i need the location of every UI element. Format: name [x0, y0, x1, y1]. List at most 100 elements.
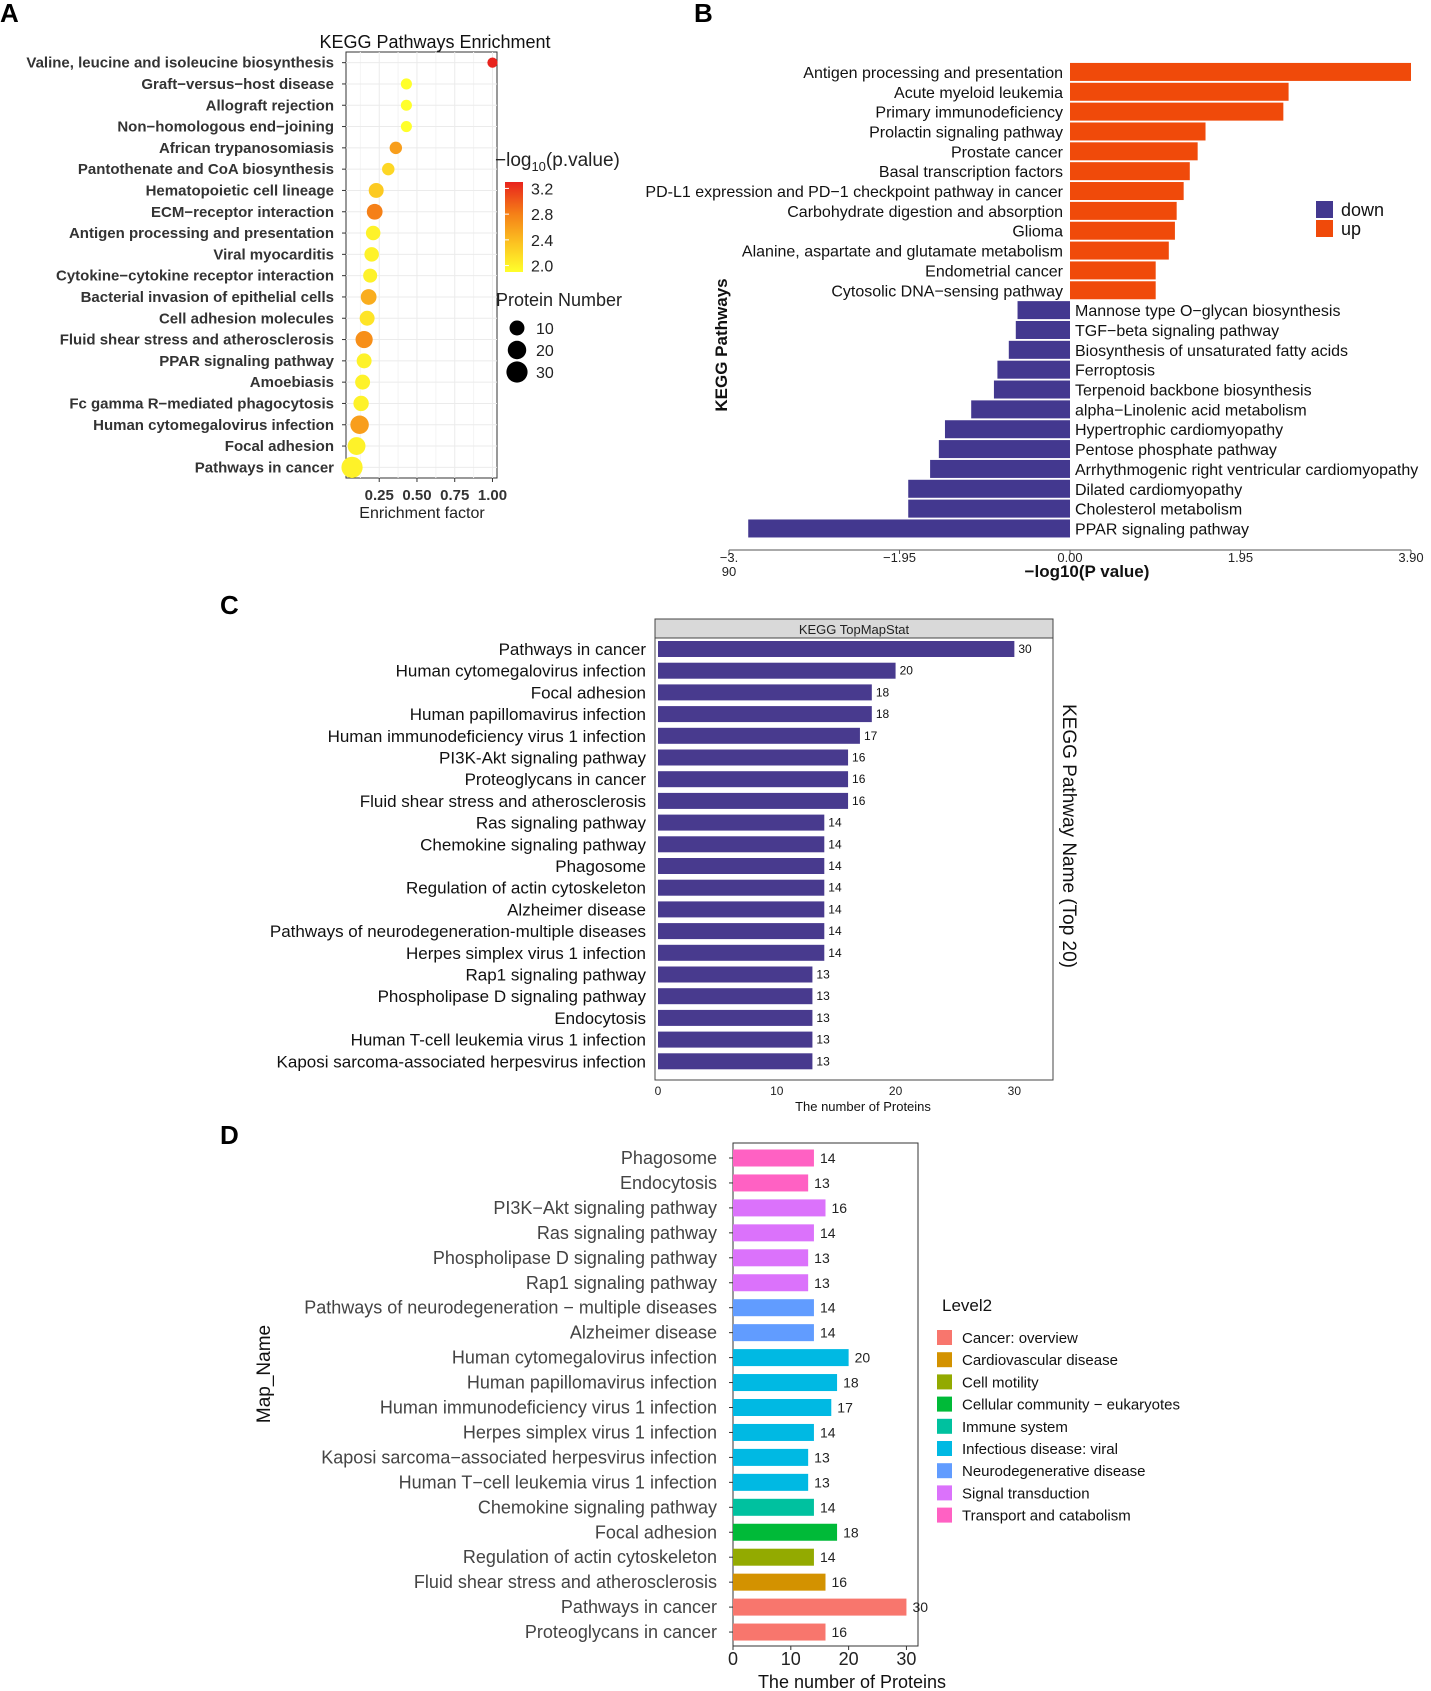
bar-up — [1070, 162, 1190, 181]
y-tick-label: Antigen processing and presentation — [69, 225, 334, 242]
bar-down — [748, 519, 1070, 538]
category-label: Human T−cell leukemia virus 1 infection — [399, 1472, 717, 1492]
bar-label: Ferroptosis — [1075, 363, 1155, 380]
bar-up — [1070, 281, 1156, 300]
value-label: 16 — [852, 794, 866, 808]
legend-swatch — [937, 1352, 952, 1368]
y-axis-label: KEGG Pathway Name (Top 20) — [1058, 704, 1079, 968]
legend-label: Cellular community − eukaryotes — [962, 1397, 1180, 1414]
bar-down — [1017, 301, 1070, 320]
bar-down — [997, 360, 1070, 379]
category-label: Proteoglycans in cancer — [525, 1622, 717, 1642]
bar-label: alpha−Linolenic acid metabolism — [1075, 402, 1307, 419]
bar-up — [1070, 182, 1184, 201]
legend-swatch — [937, 1418, 952, 1434]
size-legend-circle — [507, 340, 527, 360]
panel-label-b: B — [694, 0, 713, 28]
category-label: Endocytosis — [620, 1173, 717, 1193]
value-label: 30 — [1018, 642, 1032, 656]
category-label: Pathways of neurodegeneration − multiple… — [304, 1298, 717, 1318]
value-label: 14 — [820, 1300, 836, 1316]
bar — [658, 814, 825, 831]
panel-label-d: D — [220, 1120, 239, 1150]
bar — [658, 944, 825, 961]
bar-label: PD-L1 expression and PD−1 checkpoint pat… — [645, 184, 1063, 201]
value-label: 13 — [816, 1033, 830, 1047]
legend-title-sub: 10 — [531, 159, 545, 174]
value-label: 18 — [843, 1375, 859, 1391]
value-label: 14 — [820, 1549, 836, 1565]
bar — [733, 1523, 838, 1541]
x-axis-label: −log10(P value) — [1025, 562, 1150, 581]
value-label: 13 — [814, 1275, 830, 1291]
data-point — [400, 99, 412, 111]
value-label: 14 — [828, 816, 842, 830]
bar — [733, 1274, 809, 1292]
bar-down — [993, 380, 1070, 399]
data-point — [487, 57, 498, 68]
x-tick-label: 0 — [728, 1649, 738, 1669]
category-label: Human T-cell leukemia virus 1 infection — [351, 1031, 646, 1050]
size-legend-circle — [509, 320, 525, 336]
value-label: 14 — [820, 1325, 836, 1341]
bar — [658, 836, 825, 853]
x-axis-label: The number of Proteins — [795, 1099, 931, 1114]
legend-swatch — [937, 1485, 952, 1501]
y-tick-label: Focal adhesion — [225, 438, 334, 455]
x-tick-label: 90 — [722, 564, 736, 579]
value-label: 13 — [814, 1250, 830, 1266]
bar-label: Biosynthesis of unsaturated fatty acids — [1075, 343, 1348, 360]
category-label: Regulation of actin cytoskeleton — [406, 879, 646, 898]
x-tick-label: −3. — [720, 550, 738, 565]
y-tick-label: Amoebiasis — [250, 374, 334, 391]
color-legend-label: 3.2 — [531, 181, 553, 198]
legend-label: down — [1341, 200, 1384, 220]
color-legend-label: 2.0 — [531, 259, 553, 276]
data-point — [389, 141, 403, 155]
bar — [733, 1623, 826, 1641]
y-tick-label: Viral myocarditis — [213, 246, 334, 263]
data-point — [400, 78, 412, 90]
legend-swatch — [937, 1463, 952, 1479]
category-label: Human immunodeficiency virus 1 infection — [380, 1398, 717, 1418]
value-label: 20 — [855, 1350, 871, 1366]
bar-up — [1070, 62, 1411, 81]
category-label: Alzheimer disease — [507, 900, 646, 919]
category-label: Herpes simplex virus 1 infection — [463, 1422, 717, 1442]
bar-label: Prolactin signaling pathway — [869, 124, 1063, 141]
x-tick-label: 3.90 — [1398, 550, 1423, 565]
category-label: Phagosome — [621, 1148, 717, 1168]
x-tick-label: 1.00 — [478, 487, 507, 504]
category-label: Human cytomegalovirus infection — [452, 1348, 717, 1368]
data-point — [382, 162, 395, 176]
data-point — [400, 121, 412, 133]
bar — [658, 792, 849, 809]
bar — [733, 1473, 809, 1491]
value-label: 14 — [820, 1424, 836, 1440]
bar — [658, 988, 813, 1005]
bar — [658, 662, 896, 679]
bar-down — [908, 479, 1070, 498]
value-label: 14 — [820, 1150, 836, 1166]
legend-swatch — [937, 1374, 952, 1390]
bar-label: Carbohydrate digestion and absorption — [787, 204, 1063, 221]
y-tick-label: Allograft rejection — [206, 97, 334, 114]
bar-up — [1070, 241, 1169, 260]
color-legend-title: −log10(p.value) — [495, 150, 620, 174]
bar-up — [1070, 122, 1206, 141]
bar-down — [938, 440, 1070, 459]
bar — [658, 641, 1015, 657]
bar-label: Primary immunodeficiency — [875, 105, 1063, 122]
color-legend-label: 2.4 — [531, 233, 553, 250]
bar — [658, 684, 872, 701]
bar — [733, 1199, 826, 1217]
chart-title: KEGG Pathways Enrichment — [319, 32, 550, 52]
panel-label-c: C — [220, 590, 239, 620]
category-label: Rap1 signaling pathway — [526, 1273, 717, 1293]
legend-swatch — [1316, 220, 1333, 237]
bar-label: Antigen processing and presentation — [803, 65, 1063, 82]
x-tick-label: 0.25 — [365, 487, 394, 504]
category-label: PI3K-Akt signaling pathway — [439, 749, 646, 768]
bar — [733, 1498, 814, 1516]
legend-label: Immune system — [962, 1419, 1068, 1436]
